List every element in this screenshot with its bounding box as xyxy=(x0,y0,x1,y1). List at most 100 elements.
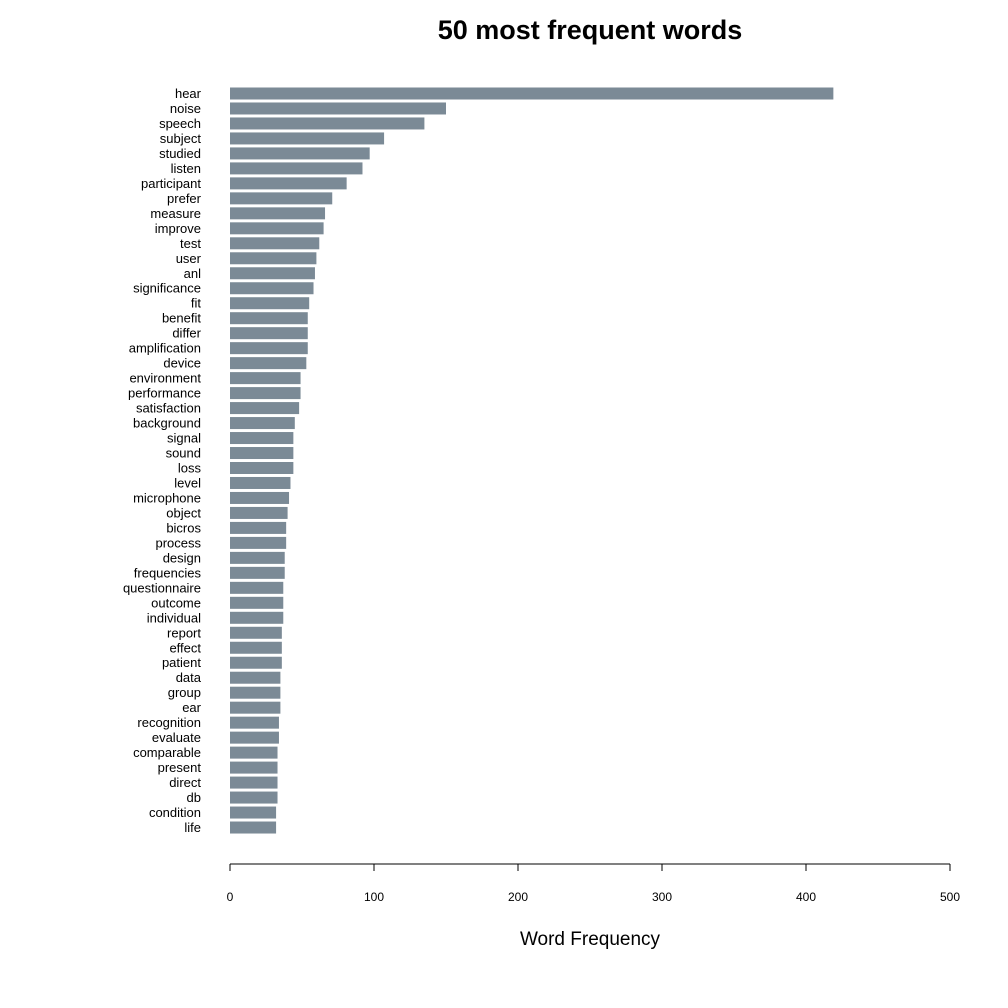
category-label: questionnaire xyxy=(123,580,201,595)
bar-present xyxy=(230,761,278,774)
x-tick-label: 400 xyxy=(796,890,816,904)
bar-object xyxy=(230,506,288,519)
bar-satisfaction xyxy=(230,402,300,415)
category-label: loss xyxy=(178,461,202,476)
category-label: frequencies xyxy=(134,565,202,580)
category-label: speech xyxy=(159,116,201,131)
bar-direct xyxy=(230,776,278,789)
x-tick-label: 300 xyxy=(652,890,672,904)
category-label: improve xyxy=(155,221,201,236)
bar-anl xyxy=(230,267,315,280)
bar-patient xyxy=(230,656,282,669)
bar-microphone xyxy=(230,491,290,504)
category-label: signal xyxy=(167,431,201,446)
category-label: bicros xyxy=(166,520,201,535)
bar-speech xyxy=(230,117,425,130)
x-tick-label: 100 xyxy=(364,890,384,904)
category-label: user xyxy=(176,251,202,266)
x-axis-title: Word Frequency xyxy=(520,929,661,950)
bar-individual xyxy=(230,611,284,624)
category-label: hear xyxy=(175,86,202,101)
bar-benefit xyxy=(230,312,308,325)
category-label: report xyxy=(167,625,201,640)
category-label: life xyxy=(184,820,201,835)
bar-prefer xyxy=(230,192,333,205)
category-label: group xyxy=(168,685,201,700)
bar-differ xyxy=(230,327,308,340)
category-label: participant xyxy=(141,176,201,191)
category-label: data xyxy=(176,670,202,685)
category-label: process xyxy=(155,535,201,550)
bar-evaluate xyxy=(230,731,279,744)
category-label: background xyxy=(133,416,201,431)
category-label: amplification xyxy=(129,341,201,356)
bar-background xyxy=(230,417,295,430)
bar-significance xyxy=(230,282,314,295)
category-label: device xyxy=(163,356,201,371)
category-label: listen xyxy=(171,161,201,176)
category-label: test xyxy=(180,236,201,251)
bar-effect xyxy=(230,641,282,654)
category-label: fit xyxy=(191,296,202,311)
bar-recognition xyxy=(230,716,279,729)
bar-frequencies xyxy=(230,566,285,579)
category-label: condition xyxy=(149,805,201,820)
bar-improve xyxy=(230,222,324,235)
bar-life xyxy=(230,821,277,834)
bar-sound xyxy=(230,447,294,460)
bar-noise xyxy=(230,102,446,115)
category-label: individual xyxy=(147,610,201,625)
x-tick-label: 500 xyxy=(940,890,960,904)
category-label: performance xyxy=(128,386,201,401)
bar-comparable xyxy=(230,746,278,759)
bar-hear xyxy=(230,87,834,100)
category-label: ear xyxy=(182,700,201,715)
bar-participant xyxy=(230,177,347,190)
x-tick-label: 0 xyxy=(227,890,234,904)
bar-questionnaire xyxy=(230,581,284,594)
category-label: microphone xyxy=(133,490,201,505)
category-label: subject xyxy=(160,131,202,146)
bar-db xyxy=(230,791,278,804)
category-label: anl xyxy=(184,266,201,281)
category-label: benefit xyxy=(162,311,201,326)
category-label: noise xyxy=(170,101,201,116)
category-label: recognition xyxy=(137,715,201,730)
bar-process xyxy=(230,536,287,549)
category-label: measure xyxy=(150,206,201,221)
bar-listen xyxy=(230,162,363,175)
bar-group xyxy=(230,686,281,699)
category-label: outcome xyxy=(151,595,201,610)
bar-loss xyxy=(230,462,294,474)
chart-title: 50 most frequent words xyxy=(438,15,743,45)
bar-outcome xyxy=(230,596,284,609)
bar-level xyxy=(230,476,291,489)
bar-signal xyxy=(230,432,294,445)
category-label: object xyxy=(166,505,201,520)
bar-amplification xyxy=(230,342,308,355)
bar-ear xyxy=(230,701,281,714)
category-labels: hearnoisespeechsubjectstudiedlistenparti… xyxy=(123,86,202,835)
bars xyxy=(230,87,834,834)
bar-test xyxy=(230,237,320,250)
category-label: differ xyxy=(172,326,201,341)
category-label: patient xyxy=(162,655,201,670)
category-label: prefer xyxy=(167,191,202,206)
x-tick-label: 200 xyxy=(508,890,528,904)
bar-device xyxy=(230,357,307,370)
x-axis-ticks: 0 100 200 300 400 500 xyxy=(227,864,960,904)
bar-user xyxy=(230,252,317,265)
category-label: sound xyxy=(166,446,201,461)
bar-fit xyxy=(230,297,310,310)
bar-environment xyxy=(230,372,301,385)
bar-data xyxy=(230,671,281,684)
bar-condition xyxy=(230,806,277,819)
category-label: environment xyxy=(129,371,201,386)
category-label: effect xyxy=(169,640,201,655)
category-label: direct xyxy=(169,775,201,790)
bar-design xyxy=(230,551,285,564)
category-label: comparable xyxy=(133,745,201,760)
category-label: satisfaction xyxy=(136,401,201,416)
bar-measure xyxy=(230,207,326,220)
